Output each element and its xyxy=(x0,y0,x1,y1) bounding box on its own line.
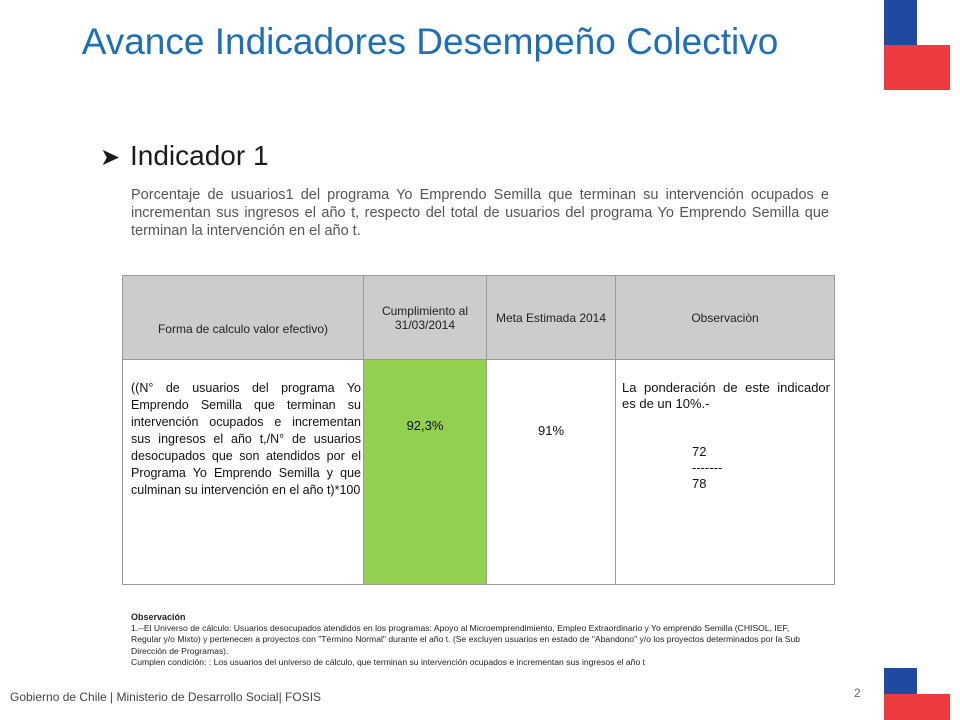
cumplimiento-cell: 92,3% xyxy=(364,360,487,585)
meta-cell: 91% xyxy=(487,360,616,585)
chile-flag-bottom xyxy=(884,668,950,720)
page-title: Avance Indicadores Desempeño Colectivo xyxy=(80,18,780,66)
table-row: ((N° de usuarios del programa Yo Emprend… xyxy=(123,360,835,585)
observation-notes: Observación 1.--El Universo de cálculo: … xyxy=(131,612,821,668)
chile-flag-top xyxy=(884,0,950,90)
indicator-table: Forma de calculo valor efectivo) Cumplim… xyxy=(122,275,835,585)
indicator-heading: ➤ Indicador 1 xyxy=(100,140,269,172)
table-header-row: Forma de calculo valor efectivo) Cumplim… xyxy=(123,276,835,360)
fraction-numerator: 72 xyxy=(692,444,830,460)
fraction-denominator: 78 xyxy=(692,476,830,492)
notes-line-2: Cumplen condición: : Los usuarios del un… xyxy=(131,657,645,667)
formula-cell: ((N° de usuarios del programa Yo Emprend… xyxy=(123,360,364,585)
observacion-text: La ponderación de este indicador es de u… xyxy=(622,380,830,412)
arrow-bullet-icon: ➤ xyxy=(100,143,130,172)
cumplimiento-value: 92,3% xyxy=(364,360,486,433)
fraction: 72 ------- 78 xyxy=(692,444,830,492)
indicator-label: Indicador 1 xyxy=(130,140,269,171)
header-meta: Meta Estimada 2014 xyxy=(487,276,616,360)
page-number: 2 xyxy=(854,686,861,700)
indicator-description: Porcentaje de usuarios1 del programa Yo … xyxy=(131,186,829,240)
footer-text: Gobierno de Chile | Ministerio de Desarr… xyxy=(10,690,321,704)
notes-heading: Observación xyxy=(131,612,186,622)
header-cumplimiento: Cumplimiento al 31/03/2014 xyxy=(364,276,487,360)
meta-value: 91% xyxy=(487,360,615,438)
fraction-divider: ------- xyxy=(692,460,830,476)
notes-line-1: 1.--El Universo de cálculo: Usuarios des… xyxy=(131,623,800,655)
header-formula: Forma de calculo valor efectivo) xyxy=(123,276,364,360)
observacion-cell: La ponderación de este indicador es de u… xyxy=(616,360,835,585)
header-observacion: Observaciòn xyxy=(616,276,835,360)
